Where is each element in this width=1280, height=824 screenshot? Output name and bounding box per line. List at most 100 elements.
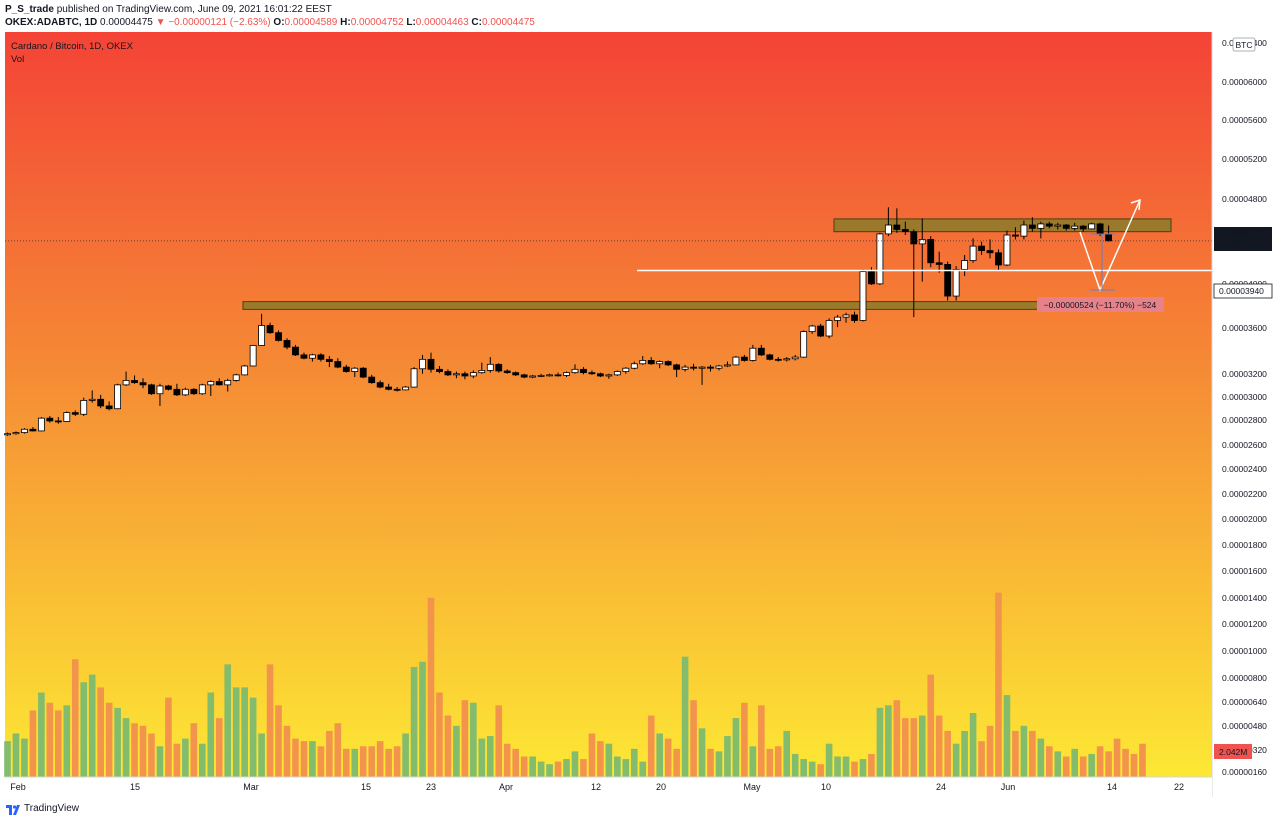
volume-bar (55, 710, 62, 777)
publish-info: P_S_trade published on TradingView.com, … (5, 4, 332, 15)
header-bar: P_S_trade published on TradingView.com, … (0, 0, 1280, 32)
volume-bar (156, 746, 164, 777)
volume-bar (122, 718, 130, 777)
volume-bar (173, 743, 181, 777)
volume-bar (309, 741, 316, 777)
volume-bar (673, 748, 680, 777)
price-tick-label: 0.00005200 (1222, 154, 1267, 164)
candle-body (698, 366, 706, 369)
candle-body (410, 368, 418, 388)
volume-bar (215, 718, 223, 777)
measure-label-box (1037, 297, 1164, 312)
volume-bar (605, 743, 613, 777)
price-tick-label: 0.00004800 (1222, 194, 1267, 204)
candle-body (258, 325, 266, 346)
candle-body (29, 428, 37, 432)
time-tick-label: 14 (1107, 782, 1117, 792)
candle-body (1003, 234, 1011, 266)
close-label: C: (471, 17, 482, 28)
candle-body (868, 271, 875, 285)
time-tick-label: 24 (936, 782, 946, 792)
volume-bar (29, 710, 37, 777)
time-axis[interactable] (0, 777, 1212, 797)
price-tick-label: 0.00001200 (1222, 619, 1267, 629)
volume-bar (741, 702, 748, 777)
candle-body (554, 374, 562, 377)
candle-body (300, 354, 308, 359)
candle-body (486, 363, 494, 371)
volume-bar (698, 728, 706, 777)
candle-body (1096, 223, 1104, 235)
candle-body (46, 417, 54, 422)
volume-bar (1079, 756, 1087, 777)
volume-bar (182, 738, 189, 777)
candle-body (571, 368, 579, 374)
candle-body (1028, 224, 1036, 229)
volume-bar (732, 718, 740, 777)
volume-bar (97, 687, 104, 777)
candle-body (952, 269, 960, 297)
ohlc-line: OKEX:ADABTC, 1D 0.00004475 ▼ −0.00000121… (5, 17, 535, 28)
volume-bar (749, 746, 757, 777)
volume-bar (199, 743, 206, 777)
volume-bar (410, 666, 418, 777)
legend-volume: Vol (11, 54, 25, 65)
volume-bar (393, 746, 401, 777)
volume-bar (588, 733, 596, 777)
candle-body (80, 399, 88, 415)
candle-body (808, 325, 816, 332)
volume-bar (647, 715, 655, 777)
candle-body (1012, 234, 1019, 237)
volume-bar (495, 705, 503, 777)
volume-bar (580, 759, 587, 777)
candle-body (520, 374, 528, 378)
volume-bar (800, 759, 807, 777)
candle-body (436, 368, 443, 372)
volume-bar (918, 715, 926, 777)
open-value: 0.00004589 (284, 17, 338, 28)
volume-bar (774, 746, 782, 777)
author-name[interactable]: P_S_trade (5, 4, 54, 15)
candle-body (275, 332, 282, 341)
volume-bar (275, 705, 282, 777)
volume-bar (114, 707, 121, 777)
volume-bar (715, 751, 723, 777)
price-axis[interactable] (1212, 32, 1280, 797)
candle-body (215, 381, 223, 386)
volume-bar (724, 736, 731, 777)
volume-bar (944, 730, 951, 777)
current-price-tag (1214, 227, 1272, 251)
volume-bar (952, 743, 960, 777)
volume-bar (529, 756, 536, 777)
volume-bar (1122, 748, 1129, 777)
candle-body (597, 373, 604, 377)
currency-badge (1232, 37, 1256, 52)
tradingview-brand[interactable]: TradingView (24, 803, 80, 814)
price-tick-label: 0.00001600 (1222, 566, 1267, 576)
volume-bar (656, 733, 663, 777)
candle-body (537, 375, 545, 377)
volume-bar (351, 748, 359, 777)
tradingview-logo-icon[interactable] (6, 805, 20, 815)
candle-body (664, 361, 672, 366)
price-tick-label: 0.00002800 (1222, 415, 1267, 425)
candle-body (469, 372, 477, 377)
volume-bar (292, 738, 299, 777)
current-price: 0.00004475 (100, 17, 153, 28)
candle-body (580, 368, 587, 374)
candle-body (63, 412, 71, 422)
price-change: −0.00000121 (−2.63%) (168, 17, 271, 28)
candle-body (851, 314, 858, 321)
volume-bar (80, 682, 88, 777)
volume-bar (1062, 756, 1070, 777)
countdown-label: 02:58:40 (1219, 240, 1252, 250)
volume-bar (249, 697, 257, 777)
price-tick-label: 0.00005600 (1222, 115, 1267, 125)
candle-body (969, 245, 977, 261)
candle-body (766, 354, 774, 360)
volume-bar (597, 741, 604, 777)
volume-bar (232, 687, 240, 777)
candle-body (453, 373, 460, 376)
volume-bar (139, 725, 147, 777)
